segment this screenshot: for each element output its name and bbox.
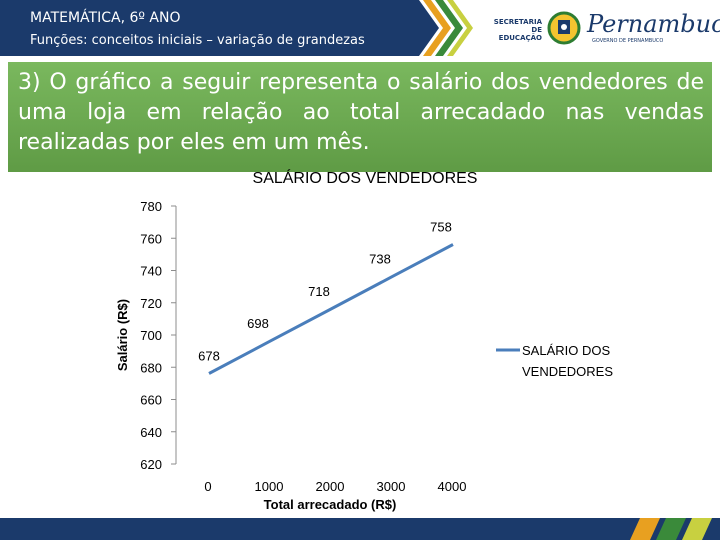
y-tick-label: 720 [140,296,162,311]
data-label: 678 [198,348,220,363]
header-banner: MATEMÁTICA, 6º ANO Funções: conceitos in… [0,0,415,56]
y-tick-label: 680 [140,360,162,375]
header-subtitle: Funções: conceitos iniciais – variação d… [30,33,365,48]
series-line [208,243,454,375]
x-tick-label: 0 [204,479,211,494]
y-axis-label: Salário (R$) [115,299,130,371]
chart-title: SALÁRIO DOS VENDEDORES [253,168,478,187]
x-tick-label: 1000 [255,479,284,494]
data-label: 758 [430,219,452,234]
coat-of-arms-icon [547,11,581,45]
y-tick-label: 640 [140,425,162,440]
header-stripes [405,0,473,56]
y-tick-label: 660 [140,393,162,408]
state-logo-text: Pernambuco [587,10,720,38]
legend-label-line-2: VENDEDORES [522,364,613,379]
header-title: MATEMÁTICA, 6º ANO [30,10,181,26]
question-box: 3) O gráfico a seguir representa o salár… [8,62,712,172]
y-tick-label: 700 [140,328,162,343]
x-tick-label: 4000 [438,479,467,494]
data-label: 698 [247,316,269,331]
state-logo-subtext: GOVERNO DE PERNAMBUCO [592,38,664,44]
x-tick-label: 2000 [316,479,345,494]
y-tick-label: 780 [140,199,162,214]
footer-stripes [630,518,712,540]
y-tick-label: 760 [140,231,162,246]
x-axis-label: Total arrecadado (R$) [264,497,397,512]
secretaria-label: SECRETARIA DE EDUCAÇÃO [493,18,542,42]
question-text: 3) O gráfico a seguir representa o salár… [18,70,704,155]
logo-area: SECRETARIA DE EDUCAÇÃO Pernambuco GOVERN… [492,8,720,48]
data-label: 738 [369,252,391,267]
x-tick-label: 3000 [377,479,406,494]
header: MATEMÁTICA, 6º ANO Funções: conceitos in… [0,0,720,56]
footer-bar [0,518,720,540]
data-label: 718 [308,284,330,299]
y-tick-label: 620 [140,457,162,472]
y-tick-label: 740 [140,264,162,279]
legend-label-line-1: SALÁRIO DOS [522,343,610,358]
